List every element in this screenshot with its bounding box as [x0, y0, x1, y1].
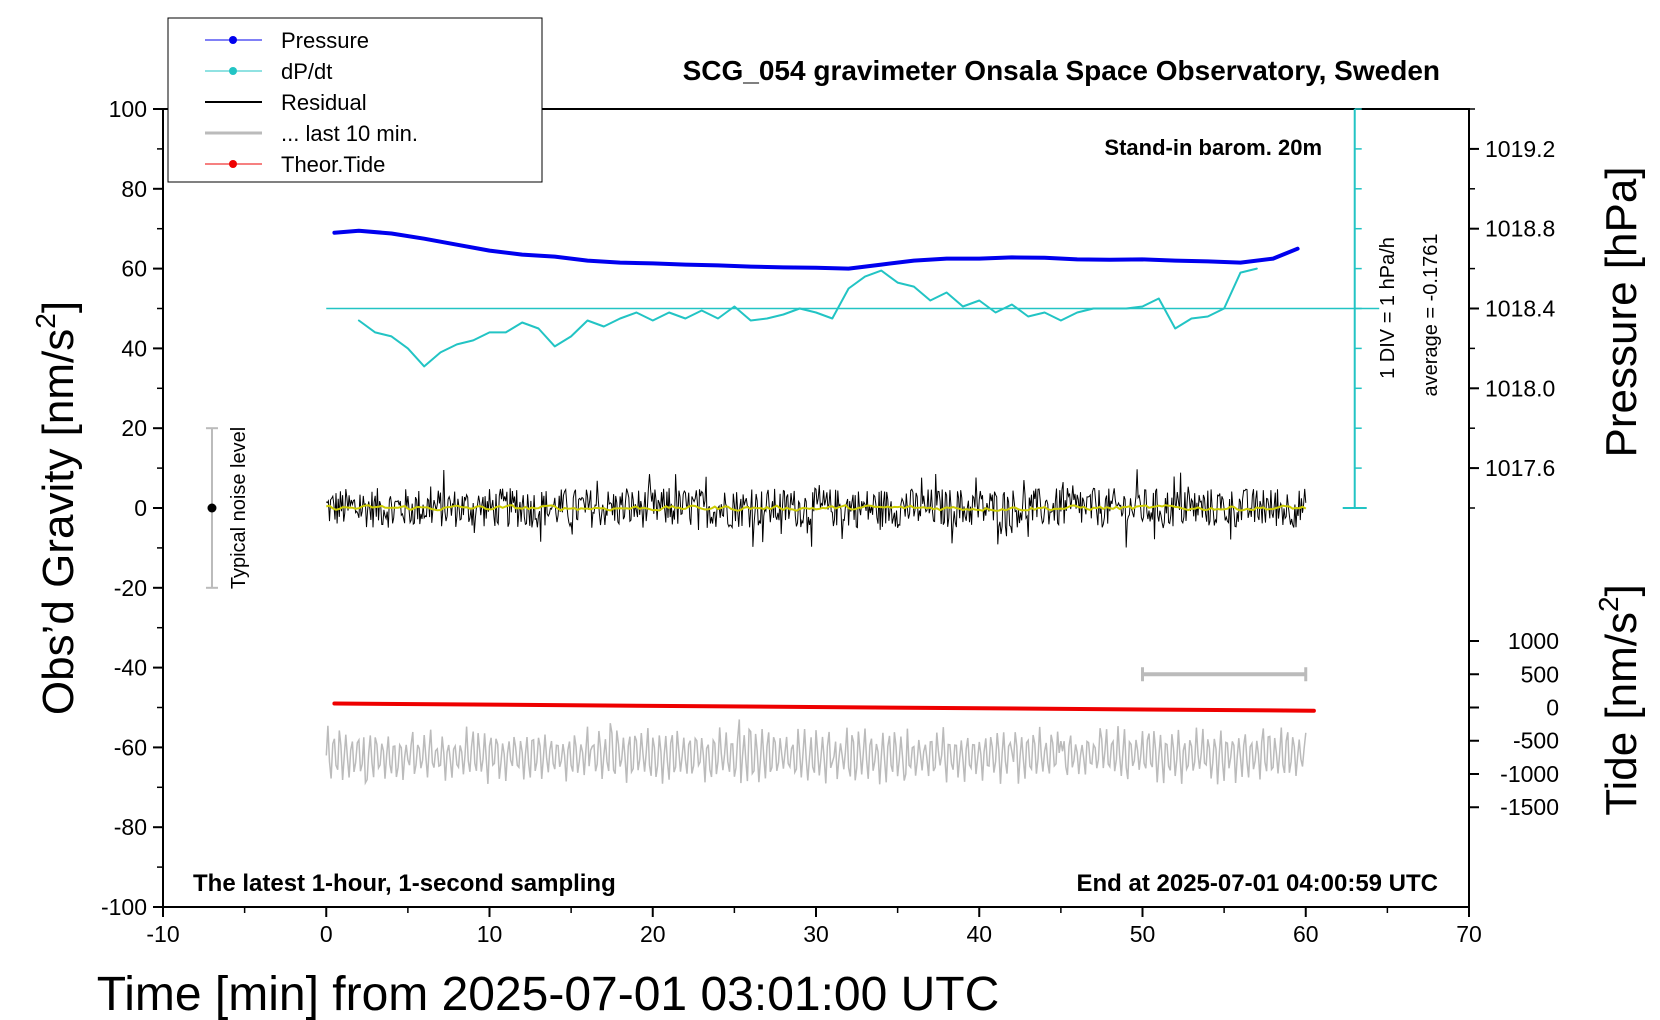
y-axis-label-sup: 2	[30, 313, 61, 329]
x-axis-label: Time [min] from 2025-07-01 03:01:00 UTC	[97, 968, 1000, 1020]
legend-label: Pressure	[281, 28, 369, 53]
noise-bar-center	[207, 503, 217, 513]
x-tick-label: 20	[640, 921, 666, 947]
div-label: 1 DIV = 1 hPa/h	[1377, 237, 1399, 379]
residual-smoothed-line	[326, 504, 1307, 512]
legend-marker	[229, 67, 237, 75]
x-tick-label: -10	[146, 921, 179, 947]
x-tick-label: 60	[1293, 921, 1319, 947]
dp-dt-line	[357, 267, 1258, 368]
legend-entries: Pressure dP/dt Residual ... last 10 min. The…	[205, 28, 418, 177]
tide-tick-label: 0	[1546, 695, 1559, 721]
y-tick-label: 60	[121, 256, 147, 282]
y-tick-label: -100	[101, 894, 147, 920]
tide-tick-label: 500	[1521, 661, 1559, 687]
x-tick-label: 30	[803, 921, 829, 947]
barometer-note: Stand-in barom. 20m	[1104, 135, 1322, 160]
y-tick-label: 20	[121, 415, 147, 441]
noise-label: Typical noise level	[228, 427, 250, 589]
tide-tick-label: -1000	[1500, 761, 1559, 787]
x-tick-label: 0	[320, 921, 333, 947]
tide-tick-label: 1000	[1508, 628, 1559, 654]
average-label: average = -0.1761	[1420, 234, 1442, 397]
chart-title: SCG_054 gravimeter Onsala Space Observat…	[683, 55, 1440, 86]
legend-label: Residual	[281, 90, 367, 115]
axis-ticks: -10 0 10 20 30 40 50 60 70-100-80-60-40-20020406…	[101, 96, 1559, 947]
sampling-note: The latest 1-hour, 1-second sampling	[193, 870, 616, 897]
y-tick-label: 80	[121, 176, 147, 202]
pressure-axis-label: Pressure [hPa]	[1597, 166, 1646, 457]
pressure-tick-label: 1019.2	[1485, 136, 1555, 162]
y-axis-label-tail: ]	[34, 301, 83, 313]
y-tick-label: -40	[114, 655, 147, 681]
x-tick-label: 50	[1130, 921, 1156, 947]
tide-axis-label: Tide [nm/s2]	[1593, 584, 1646, 816]
pressure-tick-label: 1018.4	[1485, 296, 1556, 322]
y-tick-label: -80	[114, 814, 147, 840]
legend-box	[167, 17, 543, 183]
legend: Pressure dP/dt Residual ... last 10 min. The…	[167, 17, 543, 183]
y-tick-label: -20	[114, 575, 147, 601]
last-10-min-line	[325, 719, 1307, 786]
x-tick-label: 70	[1456, 921, 1482, 947]
y-axis-label: Obs’d Gravity [nm/s2]	[30, 301, 83, 715]
y-tick-label: -60	[114, 734, 147, 760]
legend-label: ... last 10 min.	[281, 121, 418, 146]
x-tick-label: 10	[477, 921, 503, 947]
legend-label: dP/dt	[281, 59, 332, 84]
end-time-note: End at 2025-07-01 04:00:59 UTC	[1077, 870, 1439, 897]
pressure-tick-label: 1018.0	[1485, 375, 1555, 401]
residual-line	[325, 469, 1307, 548]
pressure-line	[332, 228, 1300, 271]
tide-axis-label-main: Tide [nm/s	[1597, 612, 1646, 816]
legend-marker	[229, 160, 237, 168]
tide-tick-label: -500	[1513, 728, 1559, 754]
y-axis-label-main: Obs’d Gravity [nm/s	[34, 329, 83, 715]
pressure-tick-label: 1017.6	[1485, 455, 1555, 481]
theor-tide-line	[332, 701, 1316, 713]
tide-axis-label-tail: ]	[1597, 584, 1646, 596]
tide-axis-label-sup: 2	[1593, 596, 1624, 612]
legend-marker	[229, 36, 237, 44]
y-tick-label: 100	[109, 96, 147, 122]
series-layer	[205, 108, 1380, 786]
y-tick-label: 0	[134, 495, 147, 521]
x-tick-label: 40	[966, 921, 992, 947]
legend-label: Theor.Tide	[281, 152, 385, 177]
y-tick-label: 40	[121, 335, 147, 361]
tide-tick-label: -1500	[1500, 794, 1559, 820]
pressure-tick-label: 1018.8	[1485, 216, 1555, 242]
